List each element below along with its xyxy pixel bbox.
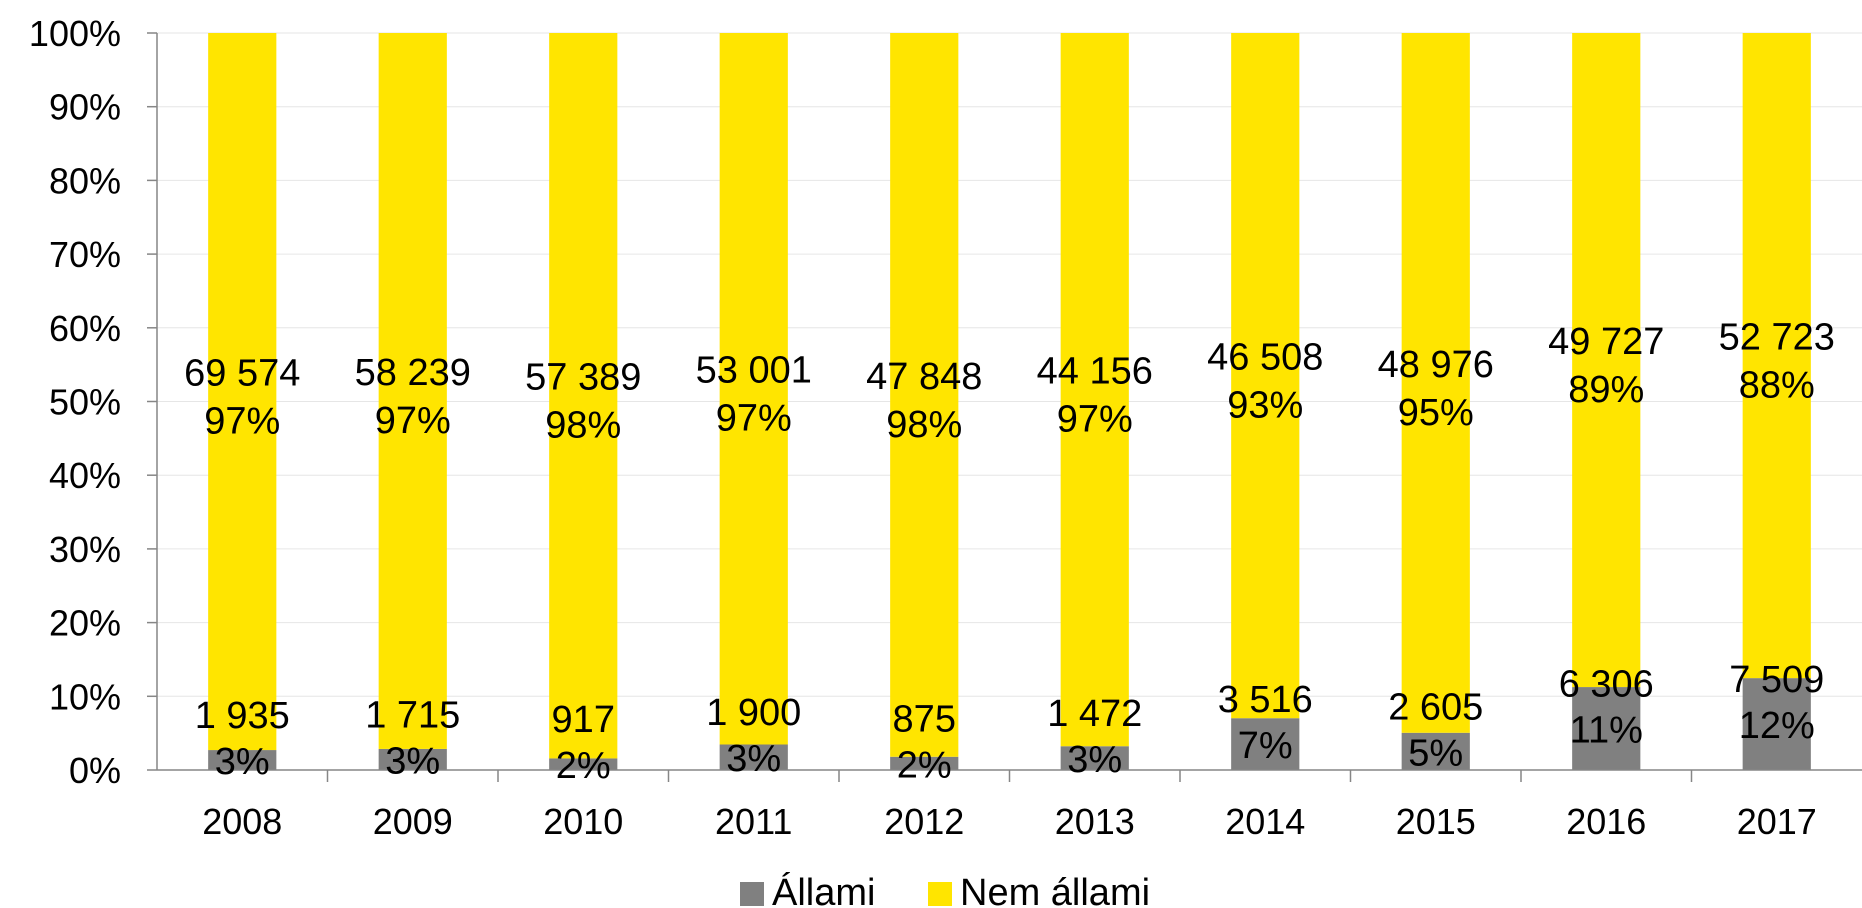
data-label-percent-allami: 2%	[556, 745, 611, 787]
data-label-percent-nem-allami: 93%	[1227, 385, 1303, 427]
data-label-value-allami: 1 715	[365, 694, 460, 736]
bar-allami-2010	[549, 758, 618, 770]
y-tick-label: 90%	[49, 87, 121, 128]
legend-label-allami: Állami	[772, 871, 875, 908]
data-label-percent-allami: 2%	[897, 744, 952, 786]
bar-allami-2012	[890, 756, 959, 770]
data-label-value-allami: 875	[893, 698, 956, 740]
x-tick-label: 2017	[1737, 801, 1817, 842]
y-tick-label: 60%	[49, 308, 121, 349]
data-label-value-allami: 1 472	[1047, 693, 1142, 735]
x-tick-label: 2008	[202, 801, 282, 842]
x-tick-label: 2011	[715, 801, 792, 842]
x-tick-label: 2015	[1396, 801, 1476, 842]
x-tick-label: 2010	[543, 801, 623, 842]
y-tick-label: 30%	[49, 529, 121, 570]
data-label-value-nem-allami: 48 976	[1378, 344, 1494, 386]
bar-allami-2009	[378, 748, 447, 770]
x-tick-label: 2009	[373, 801, 453, 842]
data-label-value-nem-allami: 49 727	[1548, 321, 1664, 363]
data-label-percent-nem-allami: 97%	[1057, 399, 1133, 441]
data-label-percent-allami: 3%	[1067, 739, 1122, 781]
data-label-percent-nem-allami: 95%	[1398, 392, 1474, 434]
data-label-value-nem-allami: 44 156	[1037, 351, 1153, 393]
data-label-value-nem-allami: 47 848	[866, 356, 982, 398]
bar-allami-2013	[1060, 746, 1129, 770]
data-label-value-allami: 1 900	[706, 692, 801, 734]
data-label-percent-nem-allami: 97%	[716, 398, 792, 440]
data-label-value-nem-allami: 46 508	[1207, 337, 1323, 379]
x-tick-label: 2013	[1055, 801, 1135, 842]
data-label-percent-nem-allami: 98%	[545, 405, 621, 447]
data-label-percent-allami: 3%	[385, 740, 440, 782]
data-label-percent-allami: 3%	[215, 741, 270, 783]
bar-nem-allami-2008	[208, 33, 277, 751]
bar-nem-allami-2016	[1572, 33, 1641, 688]
bar-nem-allami-2017	[1742, 33, 1811, 679]
data-label-value-nem-allami: 58 239	[355, 352, 471, 394]
data-label-percent-allami: 5%	[1408, 732, 1463, 774]
y-tick-label: 40%	[49, 455, 121, 496]
data-label-value-nem-allami: 69 574	[184, 353, 300, 395]
bar-nem-allami-2014	[1231, 33, 1300, 719]
bar-allami-2014	[1231, 718, 1300, 770]
data-label-value-allami: 917	[552, 699, 615, 741]
bar-nem-allami-2012	[890, 33, 959, 757]
bar-allami-2015	[1401, 732, 1470, 770]
bar-allami-2011	[719, 744, 788, 770]
legend: Állami Nem állami	[740, 871, 1150, 908]
bar-nem-allami-2011	[719, 33, 788, 745]
y-tick-label: 50%	[49, 382, 121, 423]
x-tick-labels: 2008 2009 2010 2011 2012 2013 2014 2015 2016 2017	[202, 801, 1817, 842]
data-label-value-nem-allami: 57 389	[525, 357, 641, 399]
data-label-value-nem-allami: 53 001	[696, 350, 812, 392]
legend-label-nem-allami: Nem állami	[960, 872, 1150, 908]
data-label-percent-nem-allami: 89%	[1568, 369, 1644, 411]
data-label-percent-nem-allami: 97%	[204, 401, 280, 443]
bar-allami-2017	[1742, 678, 1811, 770]
data-label-value-allami: 3 516	[1218, 679, 1313, 721]
y-tick-label: 100%	[29, 13, 121, 54]
bar-nem-allami-2009	[378, 33, 447, 749]
bar-nem-allami-2010	[549, 33, 618, 759]
data-label-percent-allami: 7%	[1238, 725, 1293, 767]
bar-nem-allami-2015	[1401, 33, 1470, 733]
data-label-percent-nem-allami: 97%	[375, 400, 451, 442]
bar-allami-2008	[208, 750, 277, 770]
data-label-percent-allami: 11%	[1570, 710, 1643, 752]
y-tick-label: 70%	[49, 234, 121, 275]
y-tick-label: 80%	[49, 160, 121, 201]
y-tick-label: 10%	[49, 676, 121, 717]
data-label-value-nem-allami: 52 723	[1719, 317, 1835, 359]
x-tick-label: 2016	[1566, 801, 1646, 842]
legend-swatch-nem-allami	[928, 882, 952, 906]
legend-swatch-allami	[740, 882, 764, 906]
axes	[147, 32, 1862, 782]
data-label-percent-allami: 12%	[1739, 705, 1815, 747]
data-label-value-allami: 2 605	[1388, 686, 1483, 728]
y-tick-labels: 0% 10% 20% 30% 40% 50% 60% 70% 80% 90% 100%	[29, 13, 121, 791]
data-label-value-allami: 6 306	[1559, 664, 1654, 706]
bar-nem-allami-2013	[1060, 33, 1129, 747]
y-tick-label: 20%	[49, 603, 121, 644]
x-tick-label: 2012	[884, 801, 964, 842]
x-tick-label: 2014	[1225, 801, 1305, 842]
data-label-percent-nem-allami: 98%	[886, 404, 962, 446]
data-label-value-allami: 1 935	[195, 695, 290, 737]
bar-allami-2016	[1572, 687, 1641, 770]
data-label-value-allami: 7 509	[1729, 659, 1824, 701]
y-tick-label: 0%	[69, 750, 121, 791]
bars	[208, 33, 1811, 770]
data-label-percent-allami: 3%	[726, 738, 781, 780]
data-label-percent-nem-allami: 88%	[1739, 365, 1815, 407]
